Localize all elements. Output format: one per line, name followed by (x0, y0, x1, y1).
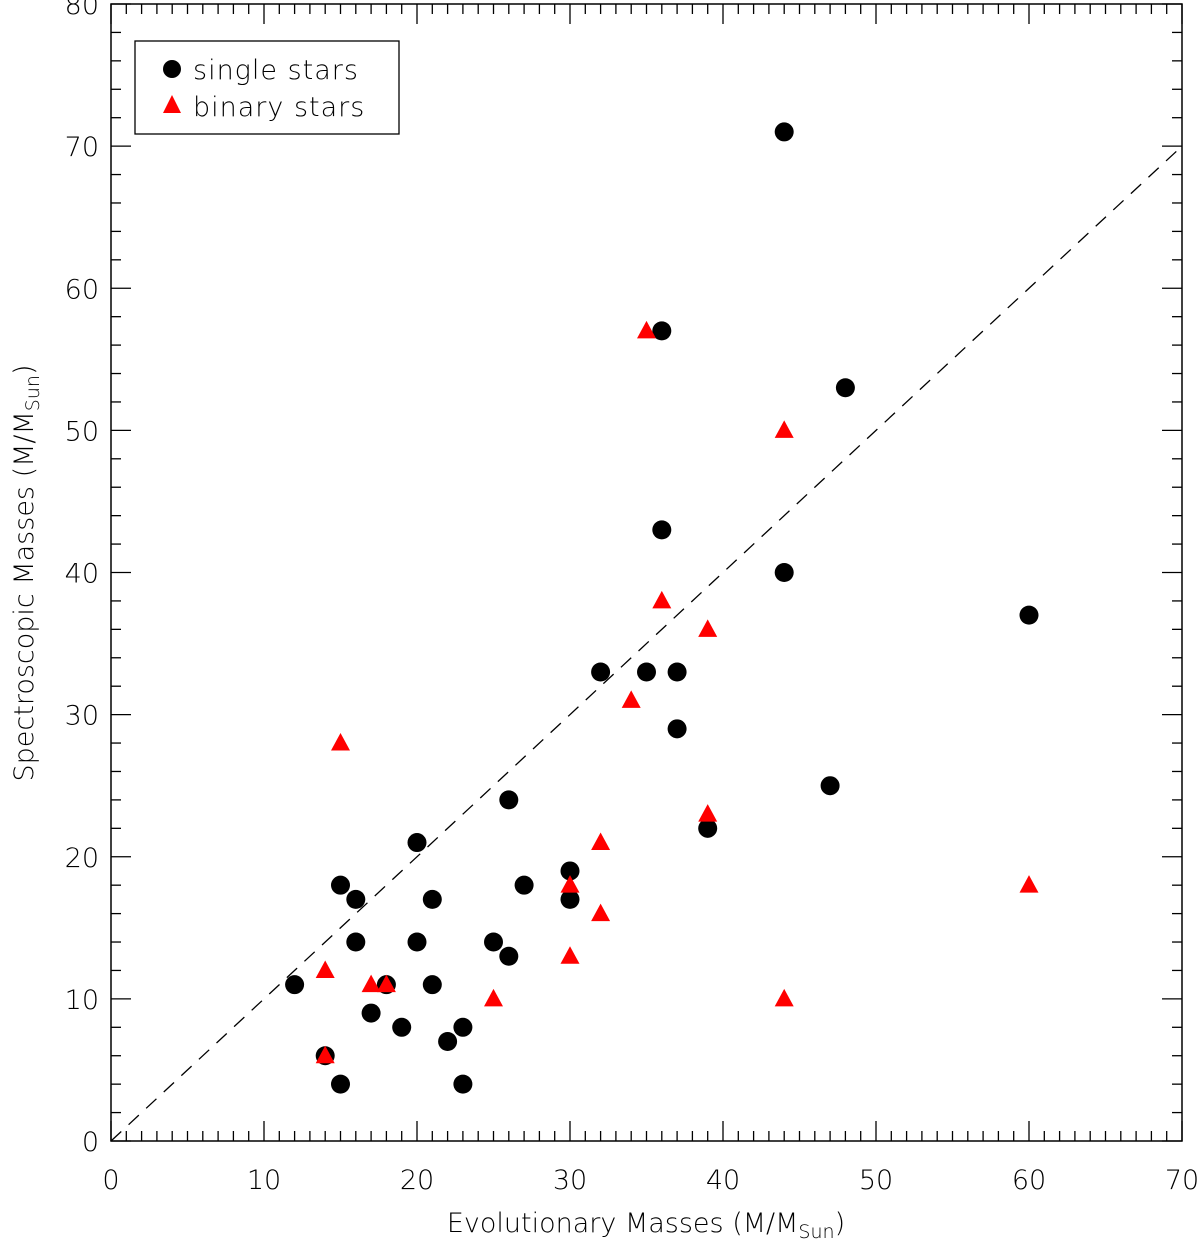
x-tick-label: 0 (102, 1165, 119, 1196)
single-star-point (407, 833, 427, 853)
y-tick-label: 30 (65, 701, 99, 732)
identity-reference-line (110, 145, 1183, 1142)
binary-star-point (637, 320, 656, 339)
single-star-point (591, 662, 611, 682)
binary-star-point (361, 974, 381, 993)
y-tick-label: 40 (65, 559, 99, 590)
legend-label-single-stars: single stars (193, 55, 359, 86)
single-star-point (331, 875, 350, 895)
single-star-point (667, 662, 687, 682)
single-star-point (774, 122, 794, 142)
legend-box (134, 40, 400, 135)
single-star-point (331, 1074, 350, 1094)
single-star-point (514, 875, 534, 895)
legend-marker-binary-stars (163, 95, 181, 113)
binary-star-point (652, 590, 672, 609)
single-star-point (361, 1003, 381, 1023)
x-axis-title: Evolutionary Masses (M/MSun) (447, 1208, 845, 1243)
single-star-point (499, 946, 519, 966)
binary-star-point (591, 903, 611, 922)
binary-star-point (560, 875, 580, 893)
single-star-point (499, 790, 519, 810)
y-tick-label: 60 (65, 274, 99, 305)
binary-star-point (621, 690, 641, 708)
single-star-point (346, 932, 366, 952)
legend: single stars binary stars (134, 40, 400, 135)
x-tick-label: 30 (553, 1165, 587, 1196)
x-tick-label: 60 (1012, 1165, 1046, 1196)
single-star-point (820, 776, 840, 796)
single-star-point (560, 889, 580, 909)
binary-star-point (560, 946, 580, 964)
legend-marker-single-stars (163, 60, 181, 78)
data-markers (285, 122, 1039, 1094)
binary-star-point (698, 619, 718, 637)
x-tick-label: 20 (400, 1165, 434, 1196)
binary-star-point (484, 988, 503, 1007)
single-star-point (652, 520, 672, 540)
y-tick-label: 20 (65, 843, 99, 874)
binary-star-point (315, 1045, 335, 1064)
single-star-point (407, 932, 427, 952)
axis-ticks (110, 3, 1183, 1142)
single-star-point (453, 1017, 473, 1037)
single-star-point (438, 1032, 458, 1052)
single-star-point (346, 889, 366, 909)
x-tick-label: 70 (1165, 1165, 1199, 1196)
binary-star-point (1019, 875, 1039, 893)
single-star-point (285, 975, 305, 995)
single-star-point (453, 1074, 473, 1094)
y-tick-label: 0 (82, 1127, 99, 1158)
single-star-point (422, 889, 442, 909)
binary-star-point (376, 974, 396, 993)
single-star-point (1019, 605, 1039, 625)
binary-star-point (591, 832, 611, 851)
x-tick-label: 50 (859, 1165, 893, 1196)
single-star-point (560, 861, 580, 881)
binary-star-point (774, 988, 794, 1007)
single-star-point (392, 1017, 412, 1037)
single-star-point (698, 818, 718, 838)
single-star-point (667, 719, 687, 739)
single-star-point (774, 563, 794, 582)
y-tick-label: 80 (65, 0, 99, 21)
binary-star-point (331, 733, 350, 751)
x-tick-label: 40 (706, 1165, 740, 1196)
y-tick-label: 10 (65, 985, 99, 1016)
plot-frame (110, 3, 1183, 1142)
legend-label-binary-stars: binary stars (193, 92, 365, 123)
y-tick-label: 70 (65, 132, 99, 163)
x-tick-label: 10 (247, 1165, 281, 1196)
binary-star-point (315, 960, 335, 978)
y-axis-title: Spectroscopic Masses (M/MSun) (9, 364, 44, 781)
binary-star-point (774, 420, 794, 438)
tick-labels: 0 10 20 30 40 50 60 70 0 10 20 30 40 50 60 70 80 (65, 0, 1200, 1196)
single-star-point (422, 975, 442, 995)
y-tick-label: 50 (65, 416, 99, 447)
single-star-point (835, 378, 855, 398)
single-star-point (652, 321, 672, 341)
binary-star-point (698, 804, 718, 822)
single-star-point (484, 932, 503, 952)
single-star-point (637, 662, 656, 682)
